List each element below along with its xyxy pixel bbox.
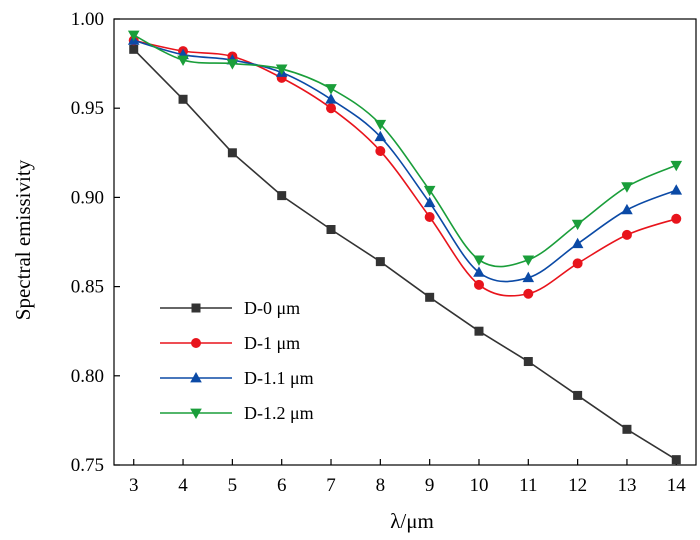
legend-label: D-1.1 μm <box>244 368 314 388</box>
x-tick-label: 3 <box>129 475 139 496</box>
data-point <box>374 130 387 142</box>
legend-label: D-1.2 μm <box>244 403 314 423</box>
series-line <box>133 39 677 283</box>
axes: 3 4 5 6 7 8 9 10 11 12 13 14 0.75 0.80 0.85 0.90 0.95 1.0… <box>71 9 697 496</box>
data-point <box>622 424 632 434</box>
data-point <box>670 184 683 195</box>
data-point <box>571 237 584 249</box>
data-point <box>375 257 385 267</box>
data-point <box>325 93 337 104</box>
y-tick-label: 0.75 <box>71 455 104 476</box>
y-tick-label: 0.85 <box>71 277 104 298</box>
y-tick-label: 0.90 <box>71 187 104 208</box>
legend-item: D-1 μm <box>160 333 300 353</box>
series-0 <box>129 44 681 465</box>
data-point <box>523 357 533 367</box>
data-point <box>621 182 633 193</box>
series-2 <box>127 34 683 283</box>
data-point <box>572 258 583 269</box>
data-point <box>671 213 682 224</box>
data-point <box>671 455 681 465</box>
data-point <box>177 55 189 67</box>
x-tick-label: 14 <box>667 475 687 496</box>
legend-item: D-1.1 μm <box>160 368 314 388</box>
data-point <box>523 288 534 299</box>
x-tick-label: 5 <box>228 475 238 496</box>
y-tick-label: 0.95 <box>71 98 104 119</box>
data-point <box>621 203 633 215</box>
data-point <box>473 266 485 277</box>
data-point <box>326 225 336 235</box>
data-point <box>275 64 288 75</box>
data-point <box>670 160 683 172</box>
data-point <box>424 212 435 223</box>
y-tick-label: 1.00 <box>71 9 104 30</box>
data-point <box>473 279 484 290</box>
data-point <box>425 292 435 302</box>
data-point <box>522 255 535 266</box>
x-tick-label: 4 <box>178 475 188 496</box>
data-point <box>226 59 239 70</box>
y-tick-label: 0.80 <box>71 366 104 387</box>
x-tick-label: 8 <box>376 475 386 496</box>
data-point <box>375 146 386 157</box>
data-point <box>571 219 584 231</box>
data-point <box>423 185 436 197</box>
data-point <box>227 148 237 158</box>
data-point <box>129 44 139 54</box>
legend-item: D-1.2 μm <box>160 403 314 423</box>
legend-marker <box>191 338 201 348</box>
data-point <box>127 30 140 42</box>
legend-item: D-0 μm <box>160 298 300 318</box>
data-point <box>326 103 337 114</box>
x-tick-label: 6 <box>277 475 287 496</box>
series-3 <box>127 30 683 268</box>
data-point <box>277 191 287 201</box>
x-tick-label: 10 <box>469 475 488 496</box>
data-point <box>621 229 632 240</box>
data-point <box>325 84 337 95</box>
x-tick-label: 11 <box>519 475 537 496</box>
data-point <box>178 94 188 104</box>
data-point <box>374 119 387 131</box>
data-point <box>573 390 583 400</box>
series-line <box>133 48 677 461</box>
x-tick-label: 13 <box>617 475 636 496</box>
x-axis-title: λ/μm <box>390 509 434 533</box>
x-tick-label: 7 <box>326 475 336 496</box>
x-tick-label: 9 <box>425 475 435 496</box>
data-point <box>423 196 436 208</box>
y-axis-title: Spectral emissivity <box>11 159 35 320</box>
data-point <box>522 271 535 283</box>
data-point <box>474 326 484 336</box>
data-point <box>473 255 485 266</box>
legend-marker <box>191 303 201 313</box>
plot-frame <box>113 18 697 466</box>
legend-label: D-1 μm <box>244 333 300 353</box>
x-tick-label: 12 <box>568 475 587 496</box>
legend-marker <box>190 372 202 383</box>
series-layer <box>127 30 683 465</box>
legend-marker <box>190 408 202 419</box>
legend: D-0 μm D-1 μm D-1.1 μm D-1.2 μm <box>160 298 314 423</box>
legend-label: D-0 μm <box>244 298 300 318</box>
